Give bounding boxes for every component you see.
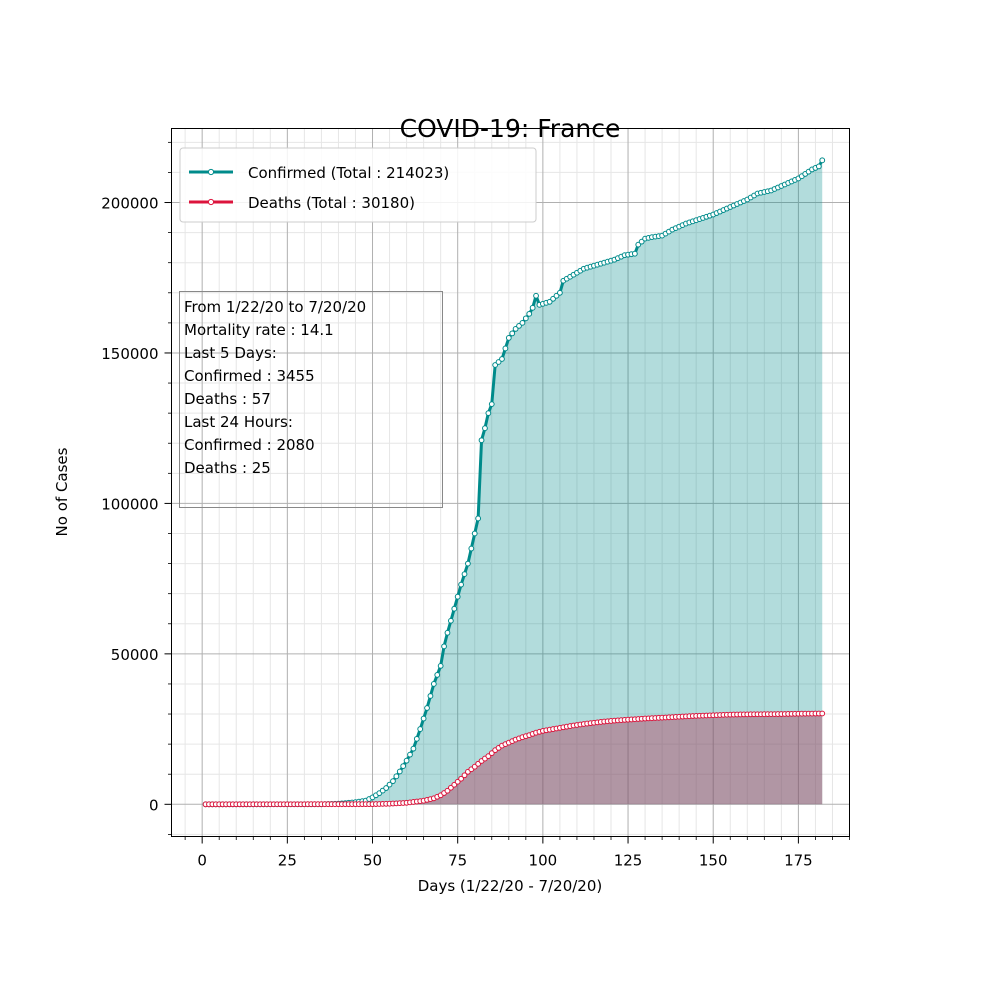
info-box-frame (179, 291, 443, 508)
confirmed-point (631, 250, 638, 257)
confirmed-point (441, 643, 447, 650)
deaths-point (819, 710, 826, 717)
deaths-point (458, 775, 465, 782)
info-line-last5-heading: Last 5 Days: (184, 344, 277, 362)
confirmed-point (465, 560, 471, 567)
confirmed-point (437, 662, 444, 669)
confirmed-point (519, 319, 526, 326)
confirmed-point (393, 773, 400, 780)
confirmed-point (475, 515, 482, 522)
confirmed-point (502, 345, 509, 352)
info-line-mortality: Mortality rate : 14.1 (184, 321, 334, 339)
confirmed-point (420, 715, 427, 722)
confirmed-point (410, 745, 417, 752)
confirmed-point (427, 693, 434, 699)
legend-label-confirmed: Confirmed (Total : 214023) (248, 164, 449, 182)
confirmed-point (383, 785, 390, 791)
confirmed-point (819, 157, 826, 164)
legend: Confirmed (Total : 214023) Deaths (Total… (179, 147, 537, 223)
plot-frame (171, 128, 850, 837)
confirmed-point (407, 751, 413, 758)
info-line-last24-confirmed: Confirmed : 2080 (184, 436, 315, 454)
x-axis-label: Days (1/22/20 - 7/20/20) (418, 877, 603, 895)
info-line-last24-heading: Last 24 Hours: (184, 413, 293, 431)
confirmed-point (485, 410, 492, 417)
x-tick-label: 0 (197, 852, 207, 870)
confirmed-point (451, 605, 458, 612)
confirmed-point (461, 571, 468, 578)
confirmed-point (444, 629, 451, 636)
confirmed-point (430, 681, 437, 687)
area-fills (205, 160, 823, 805)
confirmed-area (205, 160, 823, 805)
legend-marker-confirmed (207, 168, 215, 176)
confirmed-point (505, 335, 512, 341)
confirmed-point (509, 330, 516, 337)
confirmed-point (471, 530, 478, 537)
y-tick-label: 200000 (101, 195, 158, 213)
chart-title: COVID-19: France (400, 114, 621, 143)
confirmed-point (396, 768, 403, 775)
confirmed-point (454, 593, 461, 600)
x-tick-label: 125 (614, 852, 643, 870)
confirmed-point (417, 726, 424, 732)
x-tick-label: 150 (699, 852, 728, 870)
info-line-last24-deaths: Deaths : 25 (184, 459, 271, 477)
x-tick-label: 175 (784, 852, 813, 870)
confirmed-point (533, 292, 539, 299)
confirmed-point (400, 763, 407, 769)
y-axis-label: No of Cases (53, 447, 71, 536)
confirmed-point (413, 735, 420, 742)
x-tick-label: 75 (448, 852, 467, 870)
confirmed-point (482, 425, 488, 432)
confirmed-point (526, 310, 533, 317)
y-tick-label: 0 (149, 796, 159, 814)
confirmed-point (557, 289, 563, 296)
confirmed-point (458, 581, 465, 588)
legend-marker-deaths (207, 198, 215, 206)
confirmed-point (815, 163, 822, 170)
deaths-point (461, 772, 468, 779)
confirmed-point (424, 705, 430, 711)
confirmed-point (447, 617, 454, 624)
x-tick-label: 100 (529, 852, 558, 870)
y-tick-label: 50000 (111, 646, 159, 664)
info-line-period: From 1/22/20 to 7/20/20 (184, 298, 366, 316)
confirmed-point (522, 315, 529, 322)
confirmed-point (386, 781, 393, 788)
x-tick-label: 25 (278, 852, 297, 870)
y-tick-label: 150000 (101, 345, 158, 363)
series-markers (202, 157, 826, 808)
confirmed-point (488, 401, 495, 408)
info-line-last5-deaths: Deaths : 57 (184, 390, 271, 408)
legend-label-deaths: Deaths (Total : 30180) (248, 194, 415, 212)
legend-frame (179, 147, 537, 223)
y-tick-label: 100000 (101, 495, 158, 513)
info-box: From 1/22/20 to 7/20/20 Mortality rate :… (179, 291, 443, 508)
confirmed-point (529, 304, 536, 311)
deaths-area (205, 713, 823, 805)
x-tick-label: 50 (363, 852, 382, 870)
confirmed-point (478, 437, 485, 444)
confirmed-point (403, 757, 410, 764)
confirmed-point (499, 356, 505, 362)
axis-ticks: 0 25 50 75 100 125 150 175 0 50000 100000 150000 200… (101, 141, 850, 870)
confirmed-point (390, 778, 396, 785)
confirmed-point (434, 672, 441, 678)
info-line-last5-confirmed: Confirmed : 3455 (184, 367, 315, 385)
confirmed-point (468, 545, 475, 552)
